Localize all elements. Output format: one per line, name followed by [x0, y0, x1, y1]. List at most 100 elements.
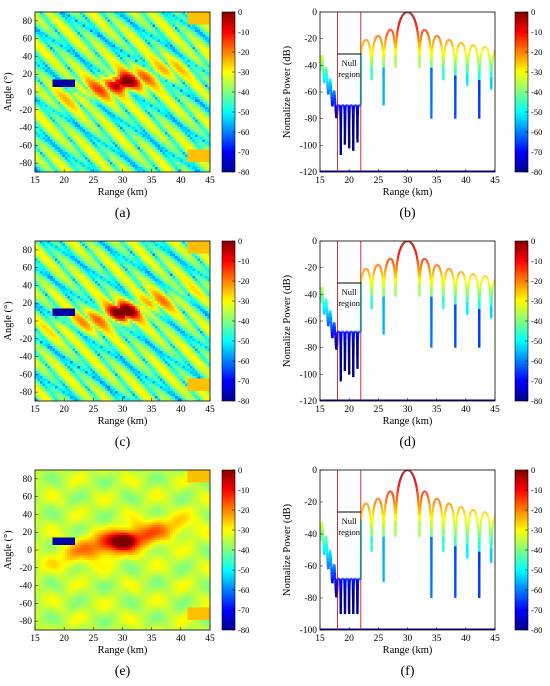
heatmap-cell	[120, 112, 124, 116]
heatmap-cell	[180, 69, 184, 73]
heatmap-cell	[57, 54, 61, 58]
heatmap-cell	[172, 119, 176, 123]
heatmap-cell	[202, 37, 206, 41]
heatmap-cell	[192, 122, 196, 126]
heatmap-cell	[90, 57, 94, 61]
heatmap-cell	[190, 167, 194, 171]
heatmap-cell	[52, 92, 56, 96]
heatmap-cell	[62, 74, 66, 78]
heatmap-cell	[125, 59, 129, 63]
heatmap-cell	[155, 29, 159, 33]
heatmap-cell	[175, 122, 179, 126]
heatmap-cell	[197, 57, 201, 61]
heatmap-cell	[195, 14, 199, 18]
heatmap-cell	[40, 22, 44, 26]
heatmap-cell	[45, 132, 49, 136]
heatmap-cell	[167, 89, 171, 93]
heatmap-cell	[112, 19, 116, 23]
heatmap-cell	[172, 107, 176, 111]
heatmap-cell	[177, 109, 181, 113]
heatmap-cell	[130, 52, 134, 56]
heatmap-cell	[102, 159, 106, 163]
heatmap-cell	[152, 44, 156, 48]
heatmap-cell	[175, 54, 179, 58]
heatmap-cell	[35, 129, 39, 133]
heatmap-cell	[60, 144, 64, 148]
heatmap-cell	[160, 134, 164, 138]
heatmap-cell	[37, 94, 41, 98]
heatmap-cell	[205, 117, 209, 121]
heatmap-cell	[47, 74, 51, 78]
heatmap-cell	[67, 57, 71, 61]
heatmap-cell	[112, 62, 116, 66]
heatmap-cell	[127, 72, 131, 76]
heatmap-cell	[42, 117, 46, 121]
heatmap-cell	[97, 94, 101, 98]
heatmap-cell	[142, 77, 146, 81]
heatmap-cell	[75, 19, 79, 23]
heatmap-cell	[87, 29, 91, 33]
heatmap-cell	[187, 89, 191, 93]
heatmap-cell	[175, 117, 179, 121]
heatmap-cell	[207, 154, 210, 158]
heatmap-cell	[150, 147, 154, 151]
heatmap-cell	[70, 114, 74, 118]
heatmap-cell	[155, 162, 159, 166]
heatmap-cell	[182, 122, 186, 126]
heatmap-cell	[70, 19, 74, 23]
heatmap-cell	[162, 157, 166, 161]
heatmap-cell	[70, 87, 74, 91]
heatmap-cell	[155, 84, 159, 88]
heatmap-cell	[77, 164, 81, 168]
heatmap-cell	[207, 17, 210, 21]
heatmap-cell	[142, 34, 146, 38]
heatmap-cell	[192, 149, 196, 153]
heatmap-cell	[52, 87, 56, 91]
heatmap-cell	[205, 169, 209, 172]
heatmap-cell	[182, 137, 186, 141]
heatmap-cell	[207, 144, 210, 148]
heatmap-cell	[92, 124, 96, 128]
heatmap-cell	[72, 159, 76, 163]
heatmap-cell	[102, 29, 106, 33]
heatmap-cell	[187, 82, 191, 86]
x-tick-label: 20	[59, 176, 69, 186]
heatmap-cell	[55, 149, 59, 153]
heatmap-cell	[167, 32, 171, 36]
heatmap-cell	[152, 84, 156, 88]
heatmap-cell	[62, 109, 66, 113]
heatmap-cell	[35, 64, 39, 68]
heatmap-cell	[197, 84, 201, 88]
heatmap-cell	[70, 162, 74, 166]
heatmap-cell	[125, 114, 129, 118]
heatmap-cell	[60, 124, 64, 128]
heatmap-cell	[185, 92, 189, 96]
heatmap-cell	[187, 169, 191, 172]
heatmap-cell	[167, 84, 171, 88]
heatmap-cell	[175, 74, 179, 78]
heatmap-cell	[57, 149, 61, 153]
heatmap-cell	[82, 154, 86, 158]
heatmap-cell	[57, 164, 61, 168]
heatmap-cell	[137, 59, 141, 63]
heatmap-cell	[200, 97, 204, 101]
heatmap-cell	[92, 22, 96, 26]
heatmap-cell	[160, 82, 164, 86]
heatmap-cell	[122, 162, 126, 166]
heatmap-cell	[197, 64, 201, 68]
heatmap-cell	[67, 134, 71, 138]
heatmap-cell	[117, 149, 121, 153]
heatmap-cell	[67, 114, 71, 118]
heatmap-cell	[205, 89, 209, 93]
heatmap-cell	[130, 99, 134, 103]
heatmap-cell	[50, 82, 54, 86]
heatmap-cell	[62, 139, 66, 143]
heatmap-cell	[90, 59, 94, 63]
heatmap-cell	[85, 17, 89, 21]
heatmap-cell	[82, 142, 86, 146]
heatmap-cell	[105, 49, 109, 53]
heatmap-cell	[155, 77, 159, 81]
heatmap-cell	[90, 134, 94, 138]
heatmap-cell	[80, 52, 84, 56]
heatmap-cell	[117, 147, 121, 151]
